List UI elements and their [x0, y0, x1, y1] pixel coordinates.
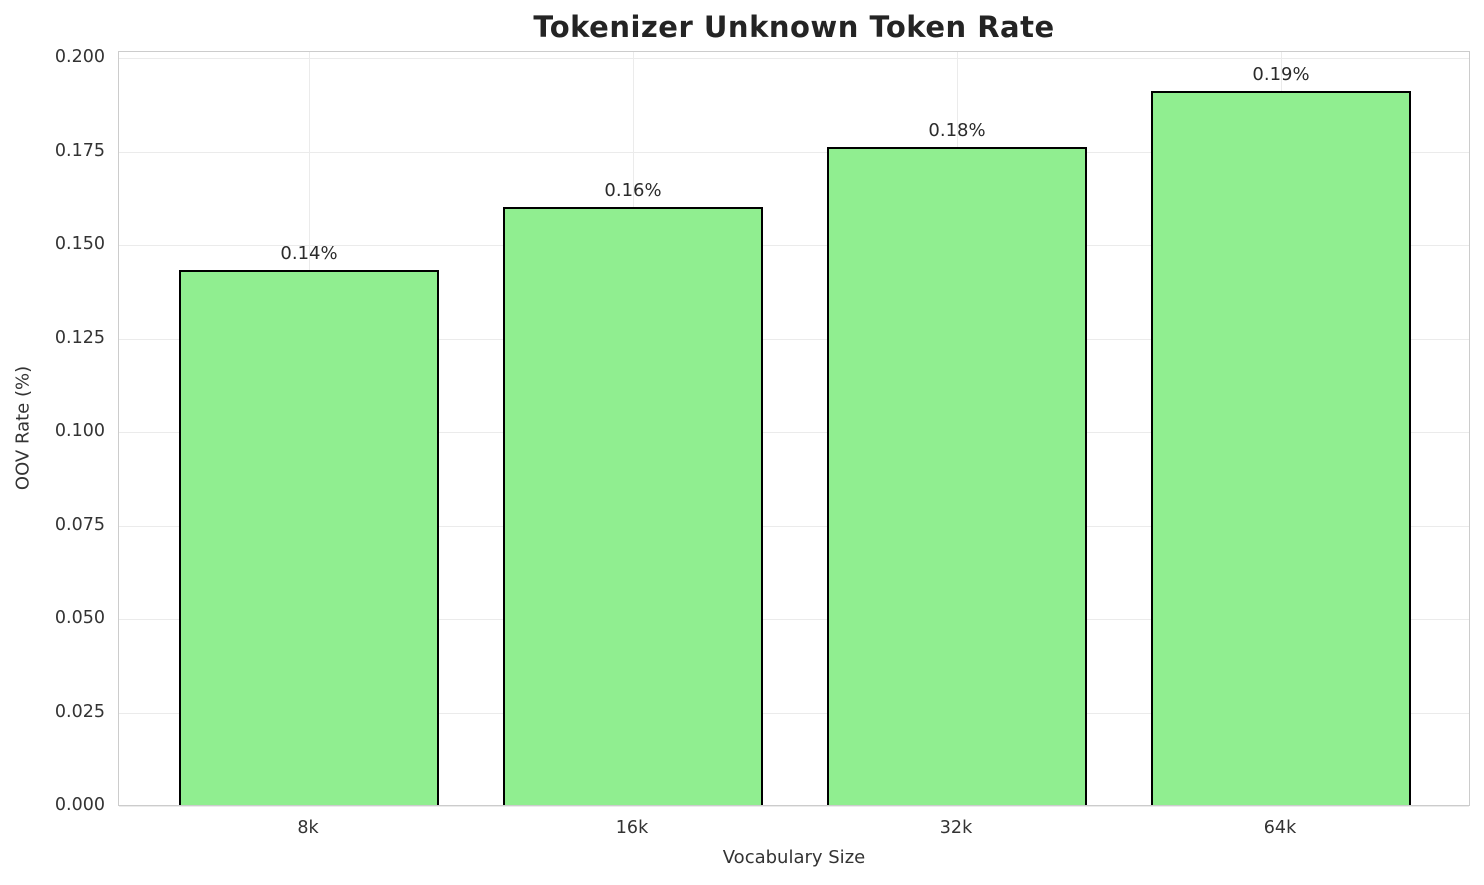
bar-64k — [1151, 90, 1411, 805]
bar-16k — [503, 206, 763, 805]
y-tick-label: 0.100 — [54, 421, 105, 441]
gridline-horizontal — [119, 432, 1469, 433]
bar-value-label: 0.14% — [280, 243, 338, 265]
gridline-horizontal — [119, 619, 1469, 620]
x-axis-label: Vocabulary Size — [722, 847, 866, 868]
y-tick-label: 0.025 — [54, 701, 105, 722]
gridline-horizontal — [119, 151, 1469, 153]
gridline-horizontal — [119, 245, 1469, 246]
gridline-horizontal — [119, 525, 1469, 527]
gridline-horizontal — [119, 58, 1469, 59]
gridline-horizontal — [119, 806, 1469, 807]
x-tick-label: 32k — [939, 818, 973, 838]
bar-value-label: 0.18% — [928, 119, 986, 141]
bar-8k — [179, 270, 439, 805]
y-tick-label: 0.125 — [54, 327, 105, 348]
chart-title: Tokenizer Unknown Token Rate — [533, 10, 1055, 44]
x-tick-label: 8k — [297, 818, 319, 838]
x-tick-label: 16k — [615, 818, 649, 838]
y-tick-label: 0.200 — [54, 47, 105, 67]
y-tick-label: 0.000 — [54, 795, 105, 815]
y-tick-label: 0.075 — [54, 514, 105, 535]
y-tick-label: 0.050 — [54, 608, 105, 628]
x-tick-label: 64k — [1263, 818, 1297, 838]
bar-32k — [827, 146, 1087, 805]
gridline-horizontal — [119, 712, 1469, 714]
y-axis-label: OOV Rate (%) — [12, 365, 34, 491]
bar-value-label: 0.16% — [604, 179, 662, 201]
gridline-horizontal — [119, 338, 1469, 340]
y-tick-label: 0.175 — [54, 140, 105, 161]
bar-value-label: 0.19% — [1252, 63, 1310, 85]
y-tick-label: 0.150 — [54, 234, 105, 254]
plot-area: 0.14% 0.16% 0.18% 0.19% — [118, 51, 1470, 807]
